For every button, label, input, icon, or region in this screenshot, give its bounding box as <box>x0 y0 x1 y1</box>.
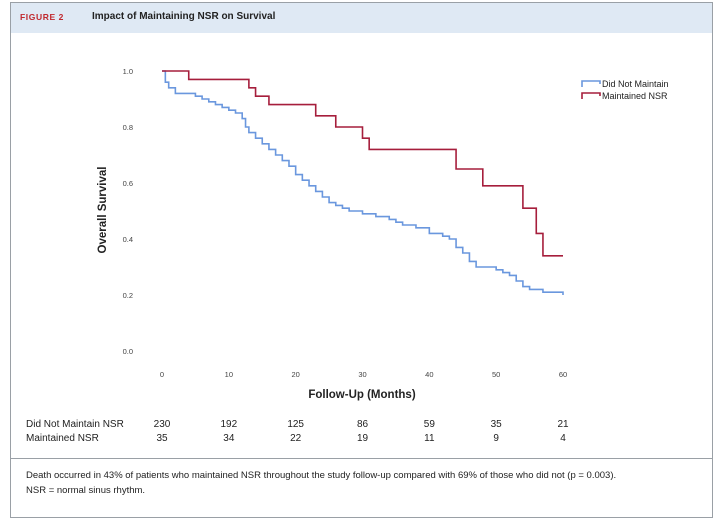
risk-count: 34 <box>223 433 235 444</box>
legend-label: Did Not Maintain <box>602 79 669 89</box>
risk-row-label: Maintained NSR <box>26 433 99 444</box>
x-tick-label: 30 <box>358 370 366 379</box>
chart-series <box>162 70 564 295</box>
risk-row-label: Did Not Maintain NSR <box>26 419 124 430</box>
risk-count: 125 <box>287 419 304 430</box>
risk-count: 86 <box>356 419 369 430</box>
x-tick-label: 50 <box>492 370 500 379</box>
x-tick-label: 0 <box>160 370 164 379</box>
risk-count: 19 <box>356 433 369 444</box>
x-axis-label: Follow-Up (Months) <box>308 389 415 401</box>
series-line-did-not-maintain <box>162 70 564 295</box>
risk-count: 192 <box>220 419 238 430</box>
risk-count: 11 <box>424 433 435 444</box>
figure-title: Impact of Maintaining NSR on Survival <box>92 11 276 22</box>
risk-count: 59 <box>423 419 435 430</box>
risk-count: 4 <box>560 433 566 444</box>
legend-swatch <box>581 92 601 99</box>
legend-label: Maintained NSR <box>602 91 668 101</box>
divider <box>11 458 712 459</box>
risk-count: 22 <box>290 433 302 444</box>
figure-label: FIGURE 2 <box>20 12 65 22</box>
y-tick-label: 0.8 <box>123 123 133 132</box>
series-line-maintained-nsr <box>162 70 563 257</box>
y-tick-label: 0.0 <box>123 347 133 356</box>
risk-count: 9 <box>493 433 499 444</box>
x-tick-label: 20 <box>291 370 299 379</box>
y-tick-label: 0.2 <box>123 291 133 300</box>
legend-swatch <box>581 80 601 87</box>
survival-chart: 0.0 0.2 0.4 0.6 0.8 1.0 0 10 20 30 40 50 60 Did Not … <box>97 67 669 401</box>
risk-count: 35 <box>156 433 168 444</box>
footnote: Death occurred in 43% of patients who ma… <box>26 468 706 498</box>
y-tick-label: 0.4 <box>123 235 133 244</box>
figure-header <box>11 3 712 33</box>
x-tick-label: 60 <box>559 370 567 379</box>
risk-count: 21 <box>557 419 569 430</box>
risk-count: 230 <box>153 419 171 430</box>
footnote-line-2: NSR = normal sinus rhythm. <box>26 485 146 496</box>
chart-ticks: 0.0 0.2 0.4 0.6 0.8 1.0 0 10 20 30 40 50 60 <box>123 67 568 379</box>
x-tick-label: 10 <box>225 370 233 379</box>
chart-legend: Did Not Maintain Maintained NSR <box>581 79 669 101</box>
y-axis-label: Overall Survival <box>97 167 109 254</box>
footnote-line-1: Death occurred in 43% of patients who ma… <box>26 470 617 481</box>
y-tick-label: 0.6 <box>123 179 133 188</box>
y-tick-label: 1.0 <box>123 67 133 76</box>
figure-frame <box>10 2 713 518</box>
risk-count: 35 <box>490 419 502 430</box>
x-tick-label: 40 <box>425 370 433 379</box>
